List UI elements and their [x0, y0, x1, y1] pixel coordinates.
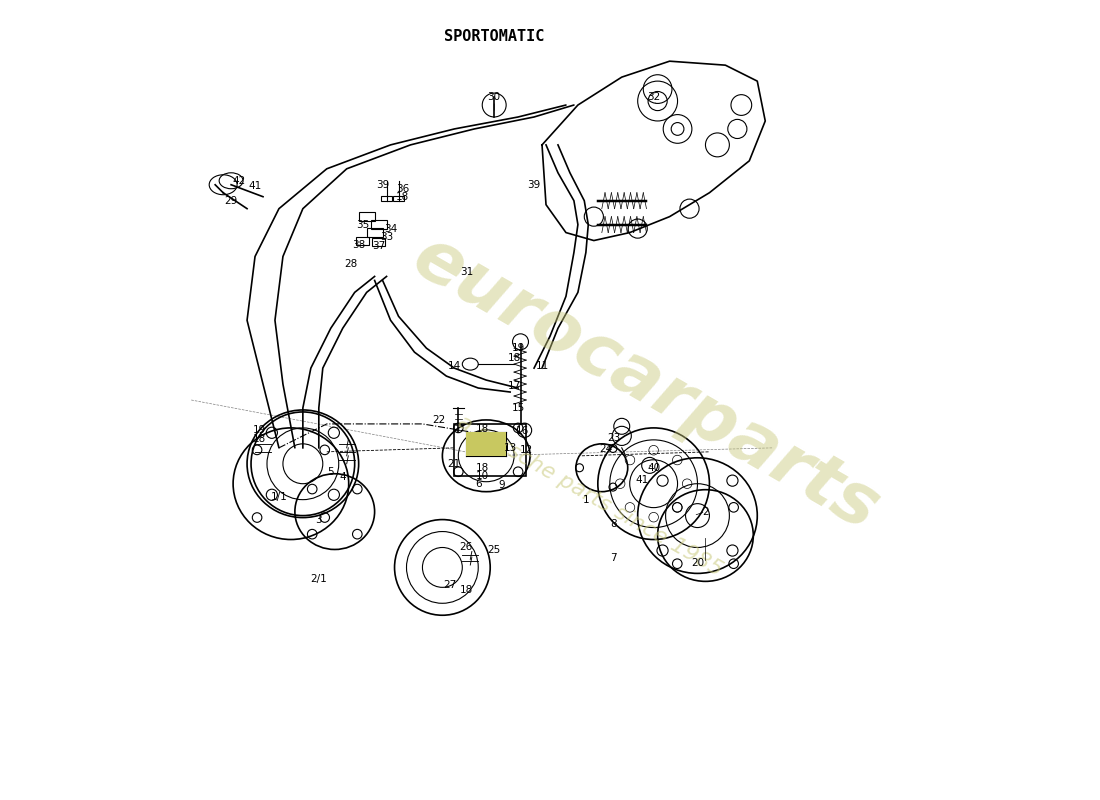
Text: 18: 18: [475, 424, 488, 434]
Text: 29: 29: [224, 196, 238, 206]
Text: eurocarparts: eurocarparts: [400, 222, 891, 546]
Bar: [381, 196, 392, 201]
Text: 42: 42: [232, 176, 245, 186]
Bar: [356, 237, 369, 245]
Bar: [366, 228, 383, 238]
Text: 6: 6: [475, 478, 482, 489]
Bar: [466, 432, 506, 456]
Text: a porsche parts since 1985: a porsche parts since 1985: [454, 411, 726, 580]
Text: 36: 36: [396, 184, 409, 194]
Text: 25: 25: [487, 545, 500, 555]
Text: SPORTOMATIC: SPORTOMATIC: [444, 30, 544, 44]
Text: 14: 14: [448, 361, 461, 370]
Text: 16: 16: [516, 426, 529, 436]
Bar: [372, 238, 385, 246]
Text: 5: 5: [328, 466, 334, 477]
Bar: [371, 220, 386, 230]
Text: 7: 7: [610, 553, 617, 563]
Text: 21: 21: [448, 458, 461, 469]
Text: 19: 19: [512, 343, 525, 353]
Text: 31: 31: [460, 267, 473, 278]
Text: 26: 26: [460, 542, 473, 553]
Text: 41: 41: [635, 474, 648, 485]
Text: 23: 23: [607, 434, 620, 443]
Text: 18: 18: [475, 462, 488, 473]
Text: 39: 39: [527, 180, 541, 190]
Text: 39: 39: [376, 180, 389, 190]
Text: 34: 34: [384, 223, 397, 234]
Text: 17: 17: [507, 382, 520, 391]
Text: 40: 40: [647, 462, 660, 473]
Text: 20: 20: [691, 558, 704, 569]
Text: 38: 38: [352, 239, 365, 250]
Text: 28: 28: [344, 259, 358, 270]
Text: 24: 24: [600, 445, 613, 454]
Text: 1: 1: [583, 494, 590, 505]
Text: 8: 8: [610, 518, 617, 529]
Text: 18: 18: [252, 434, 265, 444]
Text: 18: 18: [507, 353, 520, 362]
Text: 4: 4: [340, 472, 346, 482]
Bar: [359, 212, 375, 222]
Text: 2/1: 2/1: [310, 574, 327, 584]
Text: 1/1: 1/1: [271, 492, 287, 502]
Text: 32: 32: [647, 92, 660, 102]
Bar: [454, 424, 526, 476]
Text: 35: 35: [356, 220, 370, 230]
Text: 22: 22: [432, 415, 446, 425]
Text: 37: 37: [372, 241, 385, 251]
Text: 33: 33: [379, 231, 393, 242]
Text: 15: 15: [512, 403, 525, 413]
Text: 30: 30: [487, 92, 500, 102]
Text: 2: 2: [702, 506, 708, 517]
Text: 19: 19: [252, 426, 265, 435]
Bar: [393, 196, 404, 201]
Text: 12: 12: [519, 446, 532, 455]
Text: 9: 9: [499, 480, 506, 490]
Text: 18: 18: [460, 585, 473, 594]
Text: 41: 41: [249, 182, 262, 191]
Text: 27: 27: [443, 580, 456, 590]
Text: 3: 3: [316, 514, 322, 525]
Text: 13: 13: [504, 443, 517, 453]
Text: 18: 18: [396, 192, 409, 202]
Text: 11: 11: [536, 361, 549, 370]
Text: 10: 10: [475, 470, 488, 481]
